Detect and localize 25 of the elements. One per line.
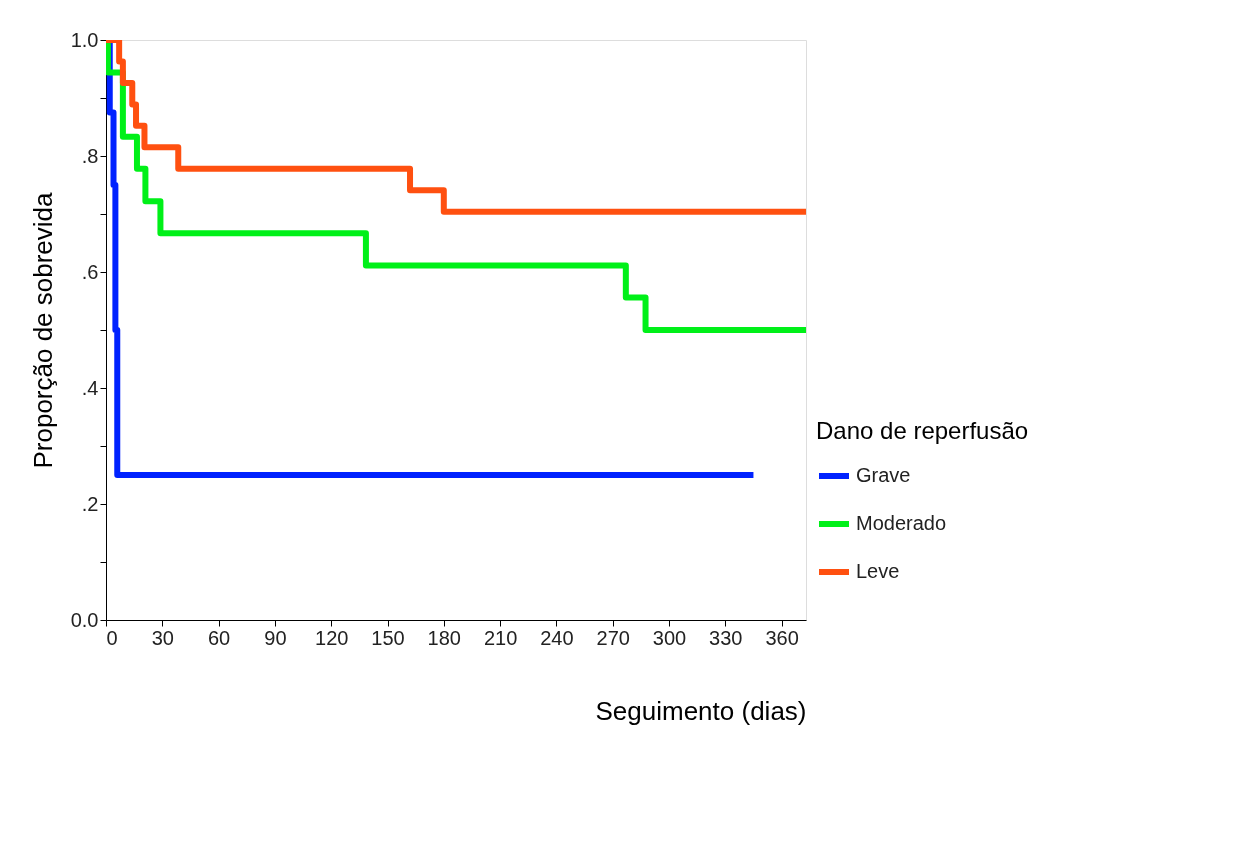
y-tick-label: 0.0: [70, 608, 99, 631]
x-tick-label: 60: [207, 626, 231, 649]
x-tick-label: 0: [106, 626, 118, 649]
x-axis-title: Seguimento (dias): [595, 695, 807, 726]
legend-label: Grave: [856, 464, 911, 486]
y-tick-label: .4: [81, 376, 99, 399]
x-tick-label: 120: [315, 626, 349, 649]
x-tick-label: 300: [652, 626, 687, 649]
y-tick-label: .2: [81, 492, 99, 515]
legend-title: Dano de reperfusão: [816, 417, 1029, 444]
legend-label: Moderado: [856, 512, 947, 534]
y-tick-label: .8: [81, 144, 99, 167]
x-tick-label: 90: [264, 626, 287, 649]
x-tick-label: 180: [427, 626, 461, 649]
y-tick-label: .6: [81, 260, 99, 283]
y-tick-label: 1.0: [70, 28, 99, 51]
x-tick-label: 150: [371, 626, 405, 649]
x-tick-label: 360: [765, 626, 799, 649]
legend-label: Leve: [856, 560, 900, 582]
x-tick-label: 30: [151, 626, 174, 649]
x-tick-label: 240: [540, 626, 574, 649]
y-axis-title: Proporção de sobrevida: [27, 191, 58, 469]
x-tick-label: 330: [709, 626, 743, 649]
x-tick-label: 270: [596, 626, 630, 649]
x-tick-label: 210: [483, 626, 518, 649]
